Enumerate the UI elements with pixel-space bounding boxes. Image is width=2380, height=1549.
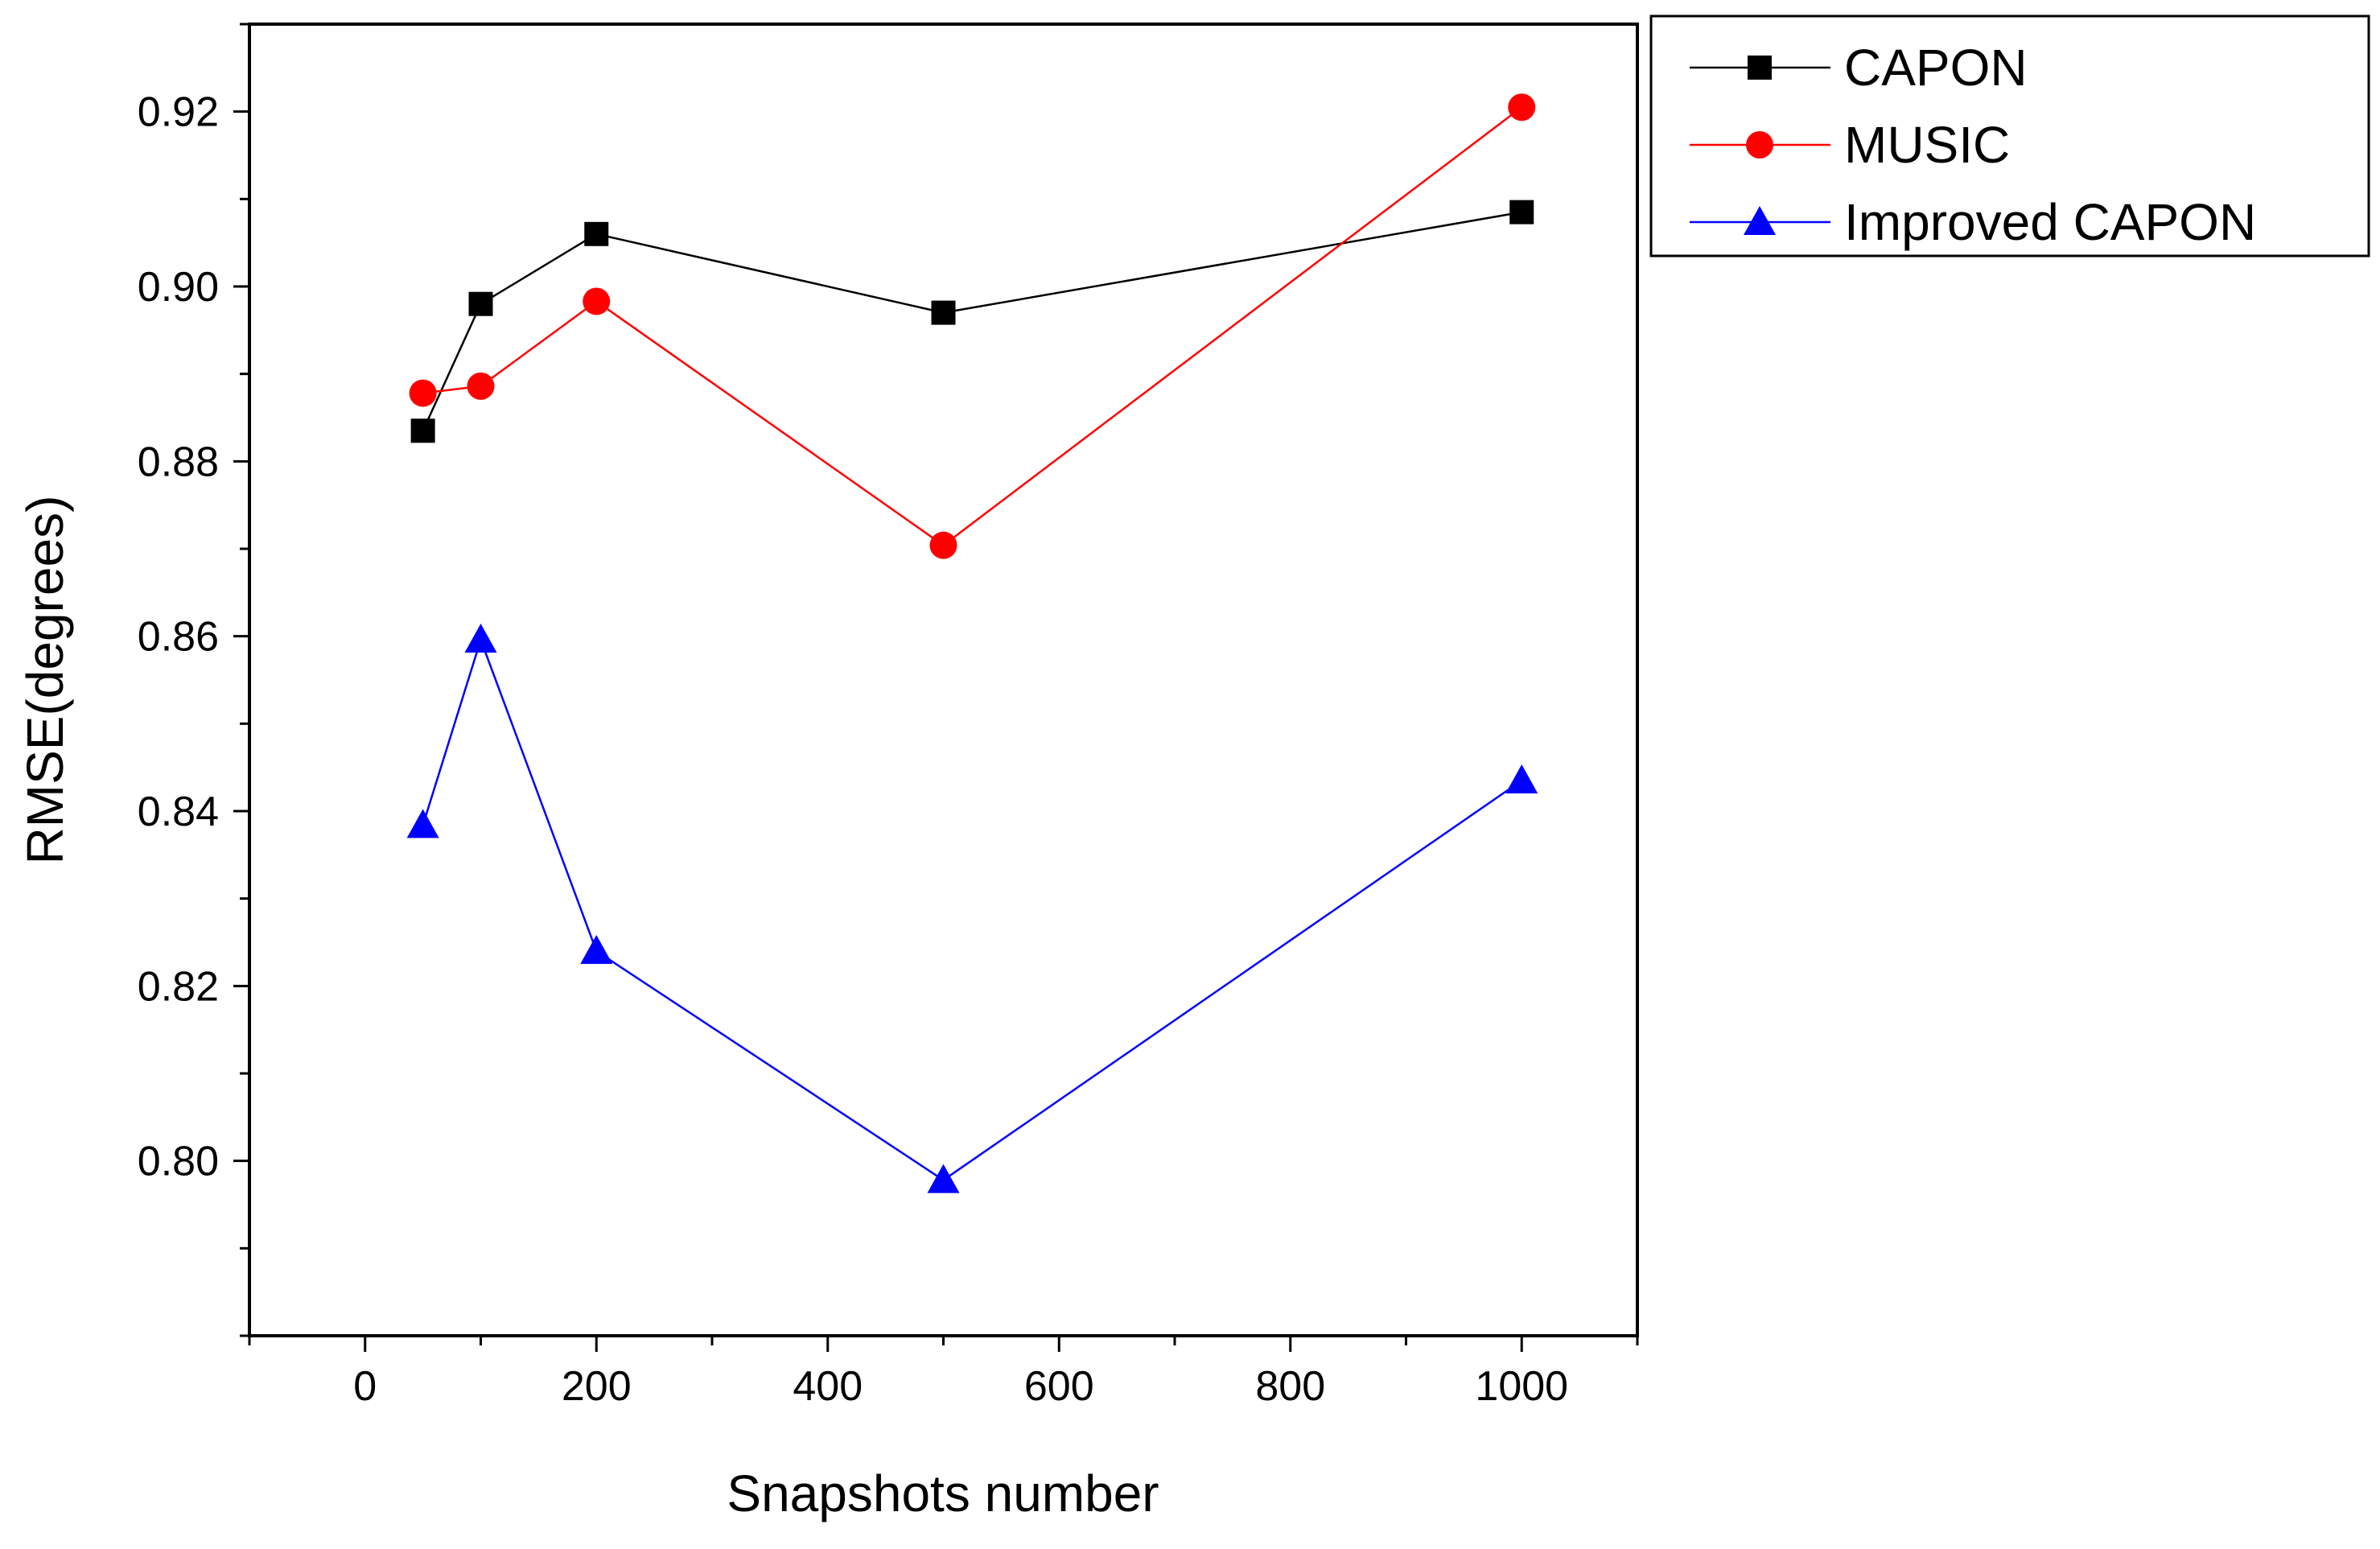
x-tick-label: 1000 bbox=[1475, 1363, 1568, 1410]
plot-frame bbox=[248, 23, 1639, 1337]
legend-item-music: MUSIC bbox=[1690, 116, 2010, 174]
data-point-music bbox=[1508, 93, 1536, 122]
legend-label: Improved CAPON bbox=[1844, 193, 2256, 251]
legend-marker bbox=[1746, 131, 1773, 159]
data-point-capon bbox=[410, 418, 435, 443]
legend-item-improved-capon: Improved CAPON bbox=[1690, 193, 2256, 251]
series-layer bbox=[406, 93, 1538, 1193]
data-point-music bbox=[409, 379, 437, 407]
data-point-improved-capon bbox=[464, 624, 497, 653]
data-point-music bbox=[583, 287, 611, 315]
y-tick-label: 0.88 bbox=[138, 439, 219, 485]
x-tick-label: 800 bbox=[1255, 1363, 1325, 1410]
data-point-capon bbox=[468, 291, 493, 316]
series-music bbox=[409, 93, 1536, 559]
y-tick-label: 0.86 bbox=[138, 614, 219, 661]
series-line-music bbox=[422, 106, 1523, 547]
data-point-capon bbox=[584, 221, 609, 246]
legend-label: MUSIC bbox=[1844, 116, 2010, 174]
y-tick-label: 0.82 bbox=[138, 963, 219, 1010]
data-point-improved-capon bbox=[1505, 764, 1538, 793]
data-point-capon bbox=[931, 300, 956, 325]
data-point-music bbox=[929, 531, 957, 559]
data-point-improved-capon bbox=[406, 809, 439, 838]
legend-marker bbox=[1744, 206, 1776, 235]
y-tick-label: 0.90 bbox=[138, 264, 219, 311]
legend-marker bbox=[1748, 56, 1772, 80]
data-point-improved-capon bbox=[580, 934, 613, 964]
x-tick-label: 600 bbox=[1024, 1363, 1094, 1410]
x-axis-label: Snapshots number bbox=[727, 1465, 1159, 1522]
y-tick-label: 0.84 bbox=[138, 789, 219, 835]
series-improved-capon bbox=[406, 624, 1538, 1193]
data-point-improved-capon bbox=[927, 1164, 960, 1193]
y-axis: 0.80 0.82 0.84 0.86 0.88 0.90 0.92 bbox=[138, 23, 249, 1337]
y-axis-label: RMSE(degrees) bbox=[16, 496, 74, 865]
x-axis: 0 200 400 600 800 1000 bbox=[248, 1336, 1639, 1410]
legend-label: CAPON bbox=[1844, 39, 2028, 97]
data-point-capon bbox=[1509, 200, 1534, 225]
y-tick-label: 0.92 bbox=[138, 89, 219, 136]
series-capon bbox=[410, 200, 1534, 443]
series-line-improved-capon bbox=[422, 636, 1522, 1182]
data-point-music bbox=[467, 372, 495, 400]
x-tick-label: 200 bbox=[562, 1363, 632, 1410]
legend-item-capon: CAPON bbox=[1690, 39, 2028, 97]
x-tick-label: 400 bbox=[793, 1363, 863, 1410]
x-tick-label: 0 bbox=[353, 1363, 377, 1410]
legend: CAPON MUSIC Improved CAPON bbox=[1649, 14, 2370, 257]
y-tick-label: 0.80 bbox=[138, 1139, 219, 1185]
